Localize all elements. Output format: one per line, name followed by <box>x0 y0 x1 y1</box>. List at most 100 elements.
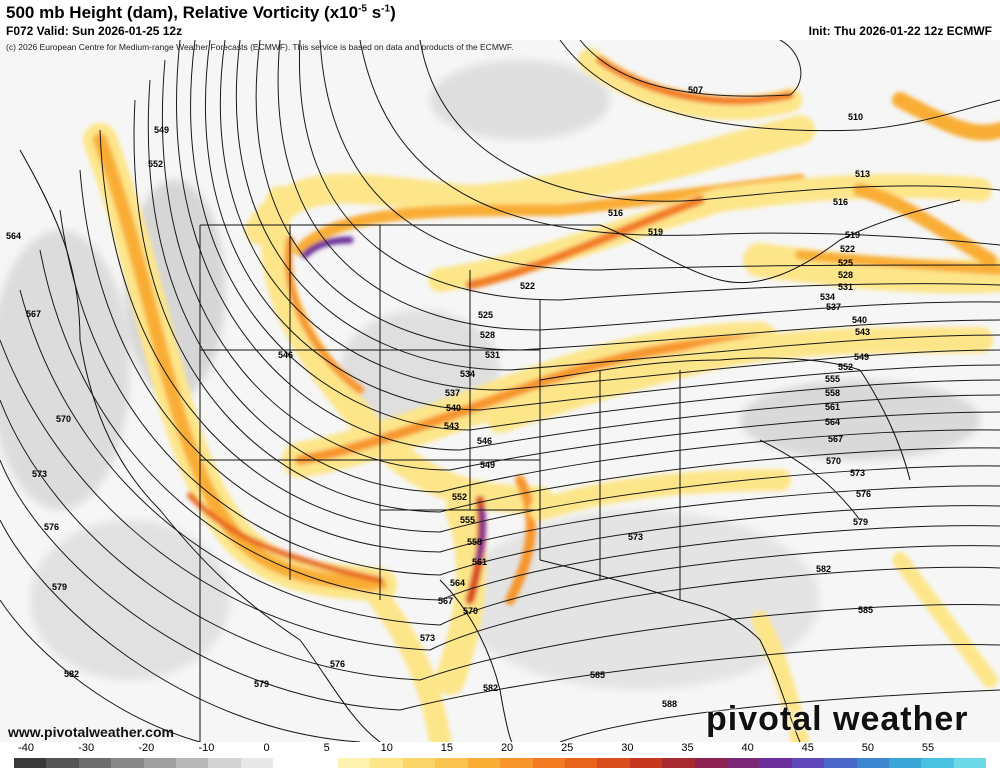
map-title: 500 mb Height (dam), Relative Vorticity … <box>6 3 396 22</box>
contour-label: 543 <box>855 327 870 337</box>
contour-label: 585 <box>590 670 605 680</box>
contour-label: 573 <box>628 532 643 542</box>
contour-label: 534 <box>820 292 835 302</box>
contour-label: 558 <box>825 388 840 398</box>
colorbar-swatch <box>305 758 339 768</box>
contour-label: 522 <box>520 281 535 291</box>
colorbar-swatch <box>46 758 79 768</box>
colorbar-tick-label: -40 <box>18 742 34 754</box>
contour-label: 585 <box>858 605 873 615</box>
contour-label: 507 <box>688 85 703 95</box>
site-url[interactable]: www.pivotalweather.com <box>8 724 174 740</box>
contour-label: 522 <box>840 244 855 254</box>
contour-label: 564 <box>6 231 21 241</box>
colorbar-swatch <box>597 758 630 768</box>
colorbar-swatch <box>532 758 565 768</box>
colorbar-tick-label: 15 <box>440 742 454 754</box>
contour-label: 528 <box>838 270 853 280</box>
contour-label: 579 <box>853 517 868 527</box>
contour-label: 576 <box>330 659 345 669</box>
colorbar-tick-label: -10 <box>198 742 215 754</box>
contour-label: 561 <box>472 557 487 567</box>
colorbar-swatch <box>888 758 922 768</box>
contour-label: 549 <box>854 352 869 362</box>
colorbar-tick-label: 30 <box>621 742 634 754</box>
contour-label: 534 <box>460 369 475 379</box>
colorbar-swatch <box>921 758 954 768</box>
contour-label: 540 <box>852 315 867 325</box>
contour-label: 531 <box>838 282 853 292</box>
contour-label: 573 <box>32 469 47 479</box>
contour-label: 537 <box>826 302 841 312</box>
contour-label: 567 <box>26 309 41 319</box>
contour-label: 576 <box>44 522 59 532</box>
colorbar-swatch <box>143 758 177 768</box>
contour-label: 576 <box>856 489 871 499</box>
contour-label: 579 <box>52 582 67 592</box>
colorbar-tick-label: 45 <box>801 742 814 754</box>
contour-label: 552 <box>838 362 853 372</box>
contour-label: 549 <box>480 460 495 470</box>
colorbar-swatch <box>435 758 468 768</box>
colorbar-swatch <box>208 758 241 768</box>
contour-label: 528 <box>480 330 495 340</box>
colorbar-tick-label: 20 <box>500 742 514 754</box>
colorbar-swatch <box>500 758 533 768</box>
colorbar-tick-label: 10 <box>380 742 393 754</box>
contour-label: 588 <box>662 699 677 709</box>
contour-label: 570 <box>463 606 478 616</box>
colorbar-tick-label: 25 <box>561 742 574 754</box>
contour-label: 516 <box>608 208 623 218</box>
colorbar-swatch <box>338 758 371 768</box>
contour-label: 537 <box>445 388 460 398</box>
contour-label: 558 <box>467 537 482 547</box>
colorbar-swatch <box>240 758 274 768</box>
contour-label: 567 <box>438 596 453 606</box>
colorbar-tick-label: 50 <box>861 742 874 754</box>
contour-label: 531 <box>485 350 500 360</box>
header: 500 mb Height (dam), Relative Vorticity … <box>0 0 1000 40</box>
contour-label: 570 <box>56 414 71 424</box>
contour-label: 546 <box>278 350 293 360</box>
contour-label: 555 <box>825 374 840 384</box>
contour-label: 555 <box>460 515 475 525</box>
colorbar-tick-label: 0 <box>263 742 270 754</box>
colorbar-swatch <box>111 758 144 768</box>
init-time: Init: Thu 2026-01-22 12z ECMWF <box>808 24 992 38</box>
colorbar-tick-label: 55 <box>921 742 935 754</box>
contour-label: 513 <box>855 169 870 179</box>
colorbar-strip <box>14 758 987 768</box>
contour-label: 525 <box>478 310 493 320</box>
colorbar-swatch <box>726 758 760 768</box>
contour-label: 561 <box>825 402 840 412</box>
colorbar-swatch <box>273 758 306 768</box>
colorbar-swatch <box>694 758 727 768</box>
weather-map: 507 510 513 516 516 519 519 522 522 525 … <box>0 40 1000 742</box>
colorbar-swatch <box>662 758 695 768</box>
contour-label: 573 <box>420 633 435 643</box>
colorbar-swatch <box>791 758 825 768</box>
contour-label: 543 <box>444 421 459 431</box>
contour-label: 582 <box>816 564 831 574</box>
colorbar-tick-label: -20 <box>138 742 155 754</box>
contour-label: 552 <box>148 159 163 169</box>
colorbar-swatch <box>824 758 857 768</box>
colorbar-swatch <box>759 758 792 768</box>
colorbar-tick-label: 5 <box>323 742 330 754</box>
contour-label: 567 <box>828 434 843 444</box>
colorbar-swatch <box>856 758 889 768</box>
colorbar-swatch <box>402 758 436 768</box>
height-contours <box>0 40 1000 742</box>
contour-label: 516 <box>833 197 848 207</box>
contour-label: 582 <box>64 669 79 679</box>
geographic-borders <box>19 149 961 742</box>
colorbar-swatch <box>564 758 598 768</box>
colorbar-swatch <box>176 758 209 768</box>
contour-label: 519 <box>845 230 860 240</box>
contour-label: 570 <box>826 456 841 466</box>
contour-label: 546 <box>477 436 492 446</box>
colorbar-swatch <box>370 758 403 768</box>
colorbar-swatch <box>78 758 112 768</box>
contour-label: 564 <box>450 578 465 588</box>
contour-label: 525 <box>838 258 853 268</box>
